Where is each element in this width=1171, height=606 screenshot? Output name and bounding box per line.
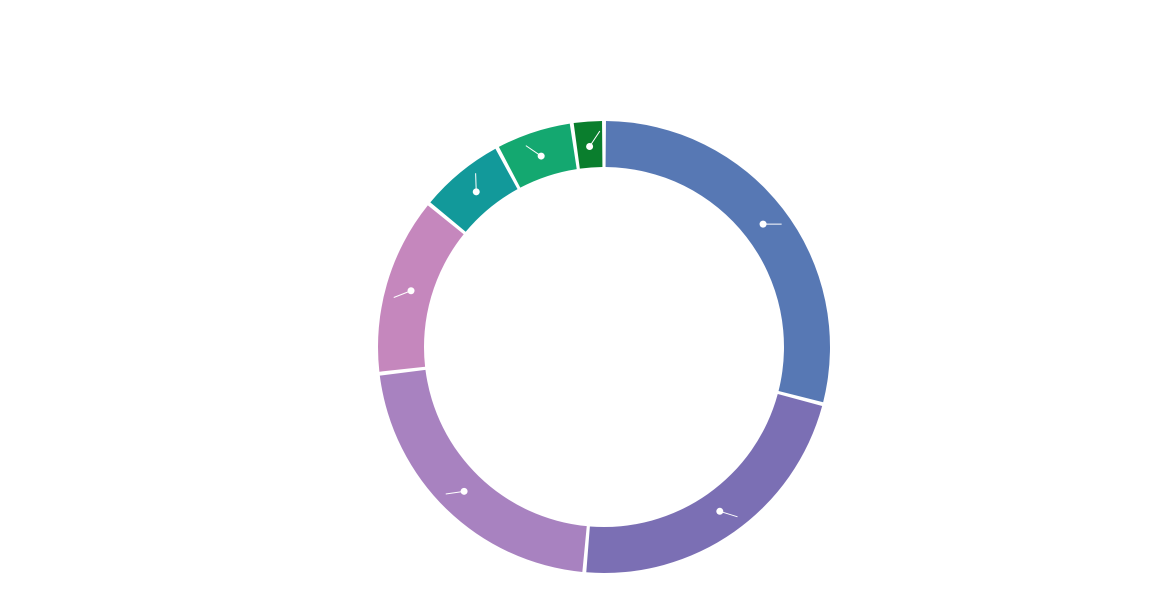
donut-slice-1[interactable]	[605, 121, 830, 403]
leader-dot-2	[716, 507, 724, 515]
donut-slice-2[interactable]	[586, 394, 823, 573]
leader-dot-6	[537, 152, 545, 160]
leader-dot-4	[407, 287, 415, 295]
leader-dot-7	[586, 143, 594, 151]
leader-dot-1	[759, 220, 767, 228]
leader-dot-3	[460, 487, 468, 495]
leader-dot-5	[472, 188, 480, 196]
slice-leader-lines	[393, 130, 782, 518]
donut-slices	[378, 121, 830, 573]
donut-slice-4[interactable]	[378, 205, 464, 372]
donut-slice-3[interactable]	[379, 369, 587, 572]
